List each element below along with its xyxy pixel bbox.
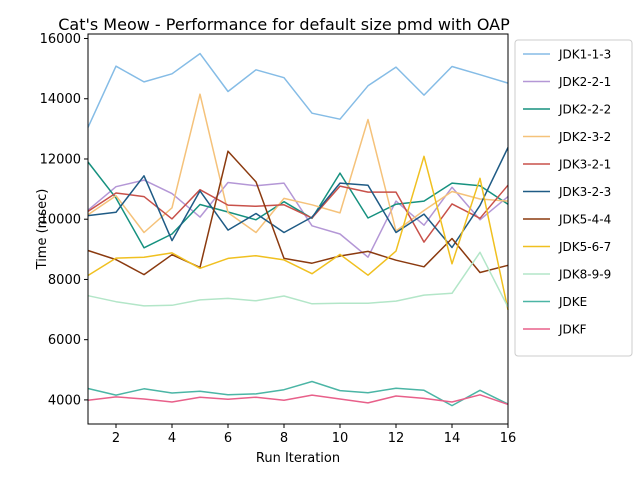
y-tick-label: 16000 — [40, 32, 81, 47]
legend-label-jdk2-2-1: JDK2-2-1 — [558, 75, 611, 89]
chart-title: Cat's Meow - Performance for default siz… — [58, 15, 510, 34]
y-tick-label: 8000 — [48, 273, 81, 288]
y-tick-label: 12000 — [40, 152, 81, 167]
x-tick-label: 14 — [444, 431, 461, 446]
legend-label-jdk2-2-2: JDK2-2-2 — [558, 103, 611, 117]
plot-area-frame — [87, 33, 509, 425]
series-line-jdk1-1-3 — [87, 52, 509, 128]
legend-label-jdk5-6-7: JDK5-6-7 — [558, 240, 611, 254]
series-line-jdk2-2-1 — [87, 179, 509, 258]
y-tick-label: 4000 — [48, 393, 81, 408]
series-line-jdk8-9-9 — [87, 251, 509, 308]
y-axis-title: Time (msec) — [35, 189, 50, 271]
series-line-jdk5-6-7 — [87, 155, 509, 311]
x-tick-label: 6 — [224, 431, 232, 446]
legend-label-jdk3-2-3: JDK3-2-3 — [558, 185, 611, 199]
series-line-jdk3-2-3 — [87, 147, 509, 249]
plot-lines — [87, 52, 509, 407]
x-tick-label: 12 — [388, 431, 405, 446]
series-line-jdk2-3-2 — [87, 93, 509, 234]
x-tick-label: 2 — [112, 431, 120, 446]
x-axis: 2 4 6 8 10 12 14 16 — [112, 424, 516, 446]
legend-label-jdk5-4-4: JDK5-4-4 — [558, 213, 611, 227]
x-axis-title: Run Iteration — [256, 451, 340, 466]
legend: JDK1-1-3 JDK2-2-1 JDK2-2-2 JDK2-3-2 JDK3-2-1… — [514, 39, 633, 357]
series-line-jdk2-2-2 — [87, 161, 509, 249]
y-tick-label: 14000 — [40, 92, 81, 107]
y-tick-label: 10000 — [40, 213, 81, 228]
legend-label-jdk3-2-1: JDK3-2-1 — [558, 158, 611, 172]
legend-label-jdk1-1-3: JDK1-1-3 — [558, 48, 611, 62]
legend-label-jdk8-9-9: JDK8-9-9 — [558, 268, 611, 282]
legend-label-jdk2-3-2: JDK2-3-2 — [558, 130, 611, 144]
x-tick-label: 4 — [168, 431, 176, 446]
series-line-jdke — [87, 380, 509, 407]
x-tick-label: 10 — [332, 431, 349, 446]
legend-frame — [514, 39, 633, 357]
y-tick-label: 6000 — [48, 333, 81, 348]
x-tick-label: 16 — [500, 431, 517, 446]
series-line-jdkf — [87, 394, 509, 406]
y-axis: 4000 6000 8000 10000 12000 14000 16000 — [40, 32, 88, 408]
x-tick-label: 8 — [280, 431, 288, 446]
legend-label-jdkf: JDKF — [558, 323, 587, 337]
legend-label-jdke: JDKE — [558, 295, 587, 309]
series-line-jdk5-4-4 — [87, 150, 509, 276]
